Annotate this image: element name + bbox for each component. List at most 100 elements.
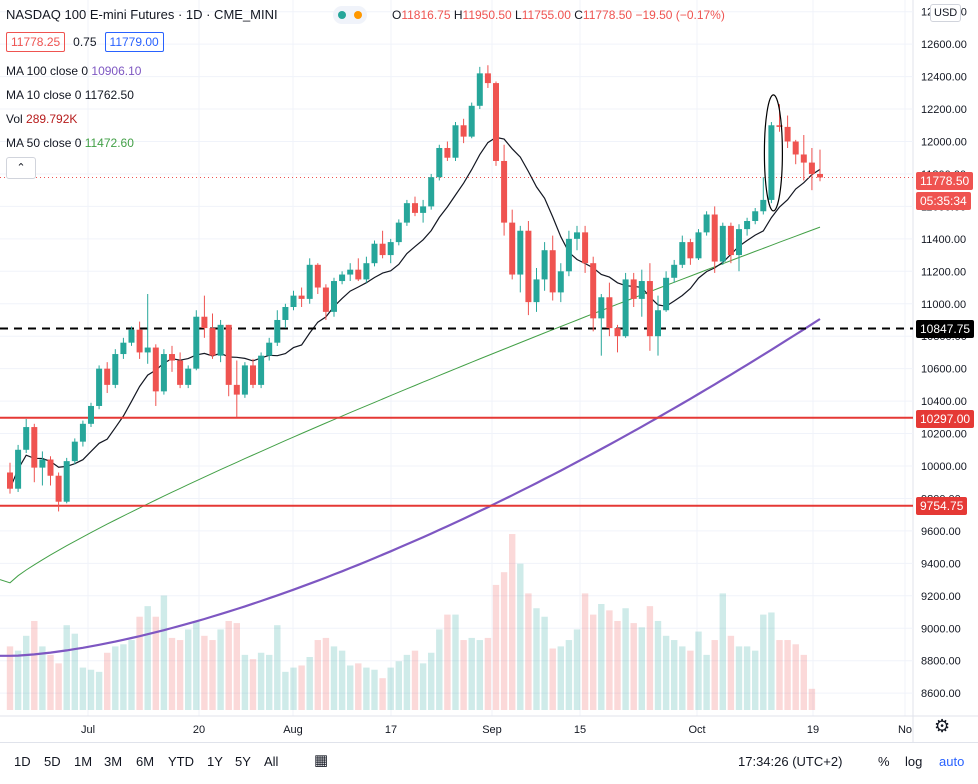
volume-bar [509, 534, 516, 710]
candle-body [31, 427, 38, 468]
candle-body [233, 384, 240, 395]
volume-bar [87, 669, 95, 710]
candle-body [444, 147, 451, 158]
range-1y[interactable]: 1Y [207, 754, 223, 769]
volume-bar [355, 663, 362, 710]
candle-body [217, 324, 224, 356]
candle-body [784, 126, 791, 142]
candle-body [711, 214, 718, 262]
candle-body [79, 423, 86, 442]
volume-bar [6, 646, 14, 710]
volume-bar [233, 623, 240, 710]
log-scale-toggle[interactable]: log [905, 754, 923, 769]
volume-bar [193, 620, 200, 710]
y-tick-label: 12200.00 [921, 104, 967, 116]
candle-body [630, 279, 637, 299]
ask-price[interactable]: 11779.00 [104, 32, 164, 52]
volume-bar [492, 584, 500, 710]
volume-bar [476, 640, 483, 710]
auto-scale-toggle[interactable]: auto [939, 754, 965, 769]
candle-body [298, 295, 305, 299]
candle-body [7, 472, 13, 489]
indicator-ma10[interactable]: MA 10 close 0 11762.50 [6, 88, 134, 102]
candle-body [71, 441, 78, 462]
range-1m[interactable]: 1M [74, 754, 93, 769]
volume-bar [347, 665, 354, 710]
volume-bar [590, 614, 597, 710]
candle-body [104, 368, 111, 385]
candle-body [582, 232, 589, 264]
ohlc-low: 11755.00 [521, 8, 571, 22]
candle-body [671, 264, 678, 278]
market-status-indicator[interactable] [333, 6, 367, 24]
candle-body [509, 222, 516, 275]
candle-body [339, 274, 346, 282]
candle-body [266, 342, 273, 356]
volume-bar [808, 688, 816, 710]
candle-body [120, 342, 127, 355]
candle-body [160, 354, 167, 392]
x-tick-label: 17 [385, 724, 397, 736]
candle-body [258, 355, 265, 385]
volume-bar [695, 631, 702, 710]
volume-bar [646, 606, 654, 710]
volume-bar [395, 661, 402, 710]
range-6m[interactable]: 6M [136, 754, 155, 769]
volume-bar [217, 629, 224, 710]
candle-body [241, 365, 248, 395]
range-5y[interactable]: 5Y [235, 754, 251, 769]
candle-body [493, 83, 499, 161]
candle-body [88, 405, 94, 424]
volume-bar [363, 667, 370, 710]
clock-time[interactable]: 17:34:26 (UTC+2) [738, 754, 843, 769]
range-all[interactable]: All [264, 754, 279, 769]
collapse-legend-button[interactable]: ⌃ [6, 157, 36, 179]
candle-body [47, 459, 54, 476]
candle-body [355, 269, 362, 280]
quote-row: 11778.25 0.75 11779.00 [6, 31, 164, 53]
y-tick-label: 9600.00 [921, 526, 961, 538]
candle-body [808, 162, 815, 174]
candle-body [792, 141, 799, 155]
candle-body [314, 264, 321, 288]
bid-price[interactable]: 11778.25 [6, 32, 66, 52]
candle-body [736, 229, 742, 256]
range-1d[interactable]: 1D [14, 754, 31, 769]
percent-scale-toggle[interactable]: % [878, 754, 890, 769]
candle-body [112, 354, 119, 385]
chart-settings-icon[interactable]: ⚙ [934, 716, 951, 736]
volume-bar [71, 633, 78, 710]
volume-bar [274, 625, 281, 710]
candle-body [15, 449, 22, 489]
ohlc-readout: O11816.75 H11950.50 L11755.00 C11778.50 … [392, 8, 725, 22]
candle-body [55, 475, 62, 502]
ma10-line [9, 136, 821, 489]
market-open-dot [338, 11, 346, 19]
candle-body [460, 125, 467, 137]
candle-body [800, 154, 807, 163]
currency-button[interactable]: USD [930, 4, 962, 22]
indicator-volume[interactable]: Vol 289.792K [6, 112, 78, 126]
range-3m[interactable]: 3M [104, 754, 123, 769]
level-tag-1: 10847.75 [916, 320, 975, 338]
volume-bar [419, 663, 427, 710]
volume-bar [614, 620, 621, 710]
indicator-ma50[interactable]: MA 50 close 0 11472.60 [6, 136, 134, 150]
candle-body [687, 242, 694, 259]
volume-bar [517, 563, 524, 710]
candle-body [152, 347, 159, 392]
x-tick-label: Aug [283, 724, 303, 736]
volume-bar [282, 671, 289, 710]
symbol-title[interactable]: NASDAQ 100 E-mini Futures · 1D · CME_MIN… [6, 7, 278, 22]
volume-bar [160, 595, 168, 710]
candle-body [177, 360, 184, 385]
date-range-calendar-icon[interactable]: ▦ [314, 752, 329, 769]
price-chart[interactable]: 8600.00 8800.00 9000.00 9200.00 9400.00 9600.… [0, 0, 978, 742]
candle-body [412, 203, 418, 213]
range-5d[interactable]: 5D [44, 754, 61, 769]
volume-bar [201, 635, 208, 710]
range-ytd[interactable]: YTD [168, 754, 194, 769]
indicator-ma100[interactable]: MA 100 close 0 10906.10 [6, 64, 142, 78]
volume-bar [711, 640, 718, 710]
x-tick-label: 19 [807, 724, 819, 736]
